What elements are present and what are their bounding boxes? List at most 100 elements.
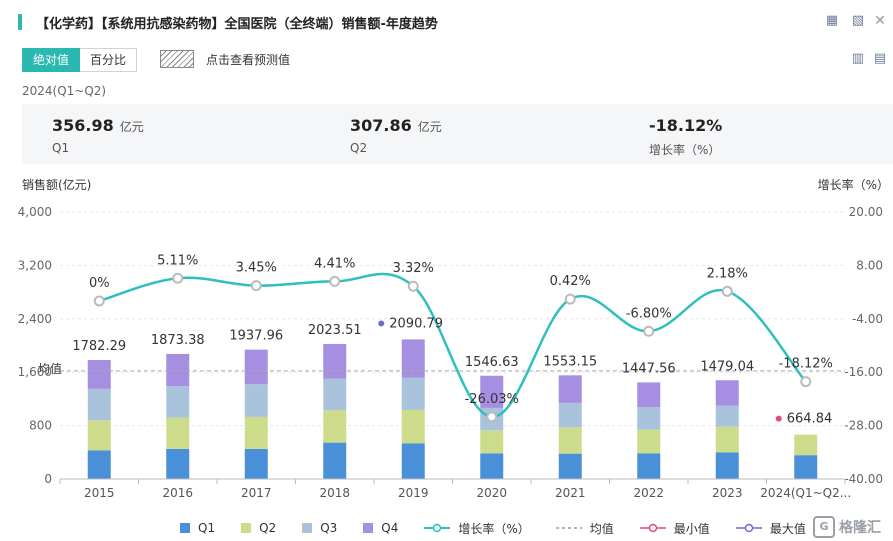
legend-label: 均值 <box>589 521 614 536</box>
min-point-label: 664.84 <box>787 412 833 427</box>
close-icon[interactable]: ✕ <box>874 13 886 29</box>
growth-label: 3.32% <box>393 261 434 276</box>
legend-item-average[interactable]: 均值 <box>555 520 614 537</box>
sales-chart: 均值 1782.29 1873.38 1937.96 2023.51 1546.63 15… <box>18 205 883 500</box>
legend-item-q1[interactable]: Q1 <box>180 521 215 535</box>
y-tick-label-left: 800 <box>29 419 52 433</box>
bar-segment-q4 <box>480 375 504 408</box>
chart-legend: Q1 Q2 Q3 Q4 增长率（%） 均值 最小值 最大值 <box>180 519 832 537</box>
legend-min-marker <box>639 523 666 533</box>
growth-point <box>486 411 498 423</box>
y-axis-left-title: 销售额(亿元) <box>22 178 92 192</box>
legend-swatch <box>302 523 313 533</box>
x-tick-label: 2021 <box>555 486 586 500</box>
stat-value: -18.12% <box>649 116 723 135</box>
legend-label: Q4 <box>381 521 399 535</box>
growth-label: 3.45% <box>236 261 277 276</box>
legend-item-min[interactable]: 最小值 <box>639 520 710 537</box>
bar-segment-q3 <box>166 386 190 418</box>
axes: 0 -40.00 800 -28.00 1,600 -16.00 2,400 -4.00 3,2… <box>18 205 883 500</box>
growth-label: -18.12% <box>779 357 833 372</box>
legend-item-q2[interactable]: Q2 <box>241 521 276 535</box>
bar-segment-q1 <box>87 450 111 479</box>
growth-point <box>329 275 341 287</box>
max-point-label: 2090.79 <box>389 316 443 331</box>
legend-line-marker <box>424 523 451 533</box>
legend-swatch <box>241 523 252 533</box>
y-tick-label-right: 20.00 <box>849 205 883 219</box>
x-tick-label: 2020 <box>476 486 507 500</box>
bar-segment-q4 <box>558 375 582 403</box>
bar-segment-q2 <box>323 410 347 443</box>
growth-label: -6.80% <box>626 306 672 321</box>
bar-segment-q2 <box>87 420 111 451</box>
growth-label: 0% <box>89 276 110 291</box>
bar-segment-q2 <box>166 417 190 449</box>
min-point-dot <box>775 415 782 422</box>
bar-segment-q1 <box>166 448 190 479</box>
x-tick-label: 2024(Q1~Q2... <box>760 486 851 500</box>
bar-segment-q4 <box>166 353 190 387</box>
forecast-label: 点击查看预测值 <box>206 52 291 67</box>
y-tick-label-right: -28.00 <box>844 419 883 433</box>
bar-chart-icon[interactable]: ▥ <box>851 51 865 66</box>
y-tick-label-left: 2,400 <box>18 312 52 326</box>
bar-segment-q3 <box>401 377 425 410</box>
growth-point <box>93 295 105 307</box>
legend-label: Q2 <box>259 521 277 535</box>
bar-total-label: 2023.51 <box>308 323 362 338</box>
bar-segment-q1 <box>637 453 661 479</box>
forecast-toggle[interactable]: 点击查看预测值 <box>160 48 290 70</box>
legend-label: 增长率（%） <box>458 521 530 536</box>
growth-point <box>250 280 262 292</box>
document-icon[interactable]: ▤ <box>873 51 887 66</box>
stat-label: Q1 <box>52 141 70 155</box>
bar-segment-q2 <box>480 430 504 454</box>
bar-segment-q2 <box>794 434 818 456</box>
bar-segment-q3 <box>323 378 347 411</box>
legend-item-max[interactable]: 最大值 <box>735 520 806 537</box>
growth-line <box>93 272 812 423</box>
stat-unit: 亿元 <box>417 120 442 134</box>
legend-swatch <box>363 523 374 533</box>
growth-label: -26.03% <box>465 392 519 407</box>
legend-item-q4[interactable]: Q4 <box>363 521 398 535</box>
x-tick-label: 2022 <box>633 486 664 500</box>
x-tick-label: 2017 <box>241 486 272 500</box>
watermark: G 格隆汇 <box>813 516 881 538</box>
max-point-dot <box>378 320 385 327</box>
bar-total-label: 1447.56 <box>622 361 676 376</box>
growth-label: 4.41% <box>314 256 355 271</box>
watermark-logo-icon: G <box>813 516 835 538</box>
bar-segment-q2 <box>637 429 661 454</box>
summary-stat-growth: -18.12% 增长率（%） <box>649 116 722 158</box>
average-label: 均值 <box>38 361 62 376</box>
legend-dash-marker <box>555 527 582 529</box>
y-tick-label-right: -4.00 <box>852 312 883 326</box>
x-tick-label: 2015 <box>84 486 115 500</box>
bar-segment-q3 <box>637 407 661 430</box>
bar-segment-q3 <box>558 402 582 428</box>
legend-label: Q3 <box>320 521 338 535</box>
summary-panel: 356.98 亿元 Q1 307.86 亿元 Q2 -18.12% 增长率（%） <box>22 104 893 164</box>
stacked-bars <box>87 339 818 479</box>
bar-segment-q4 <box>715 380 739 406</box>
tab-absolute[interactable]: 绝对值 <box>22 48 81 72</box>
bar-segment-q1 <box>715 452 739 479</box>
legend-item-growth[interactable]: 增长率（%） <box>424 520 530 537</box>
y-tick-label-right: -40.00 <box>844 472 883 486</box>
bar-segment-q1 <box>480 453 504 479</box>
excel-export-icon[interactable]: ▦ <box>825 13 839 28</box>
stat-label: 增长率（%） <box>649 143 721 157</box>
title-accent-bar <box>18 14 22 30</box>
value-mode-tabs: 绝对值 百分比 <box>22 48 138 72</box>
stat-unit: 亿元 <box>119 120 144 134</box>
bar-segment-q4 <box>244 349 268 385</box>
x-tick-label: 2023 <box>712 486 743 500</box>
tab-percentage[interactable]: 百分比 <box>80 48 138 72</box>
legend-max-marker <box>735 523 762 533</box>
period-label: 2024(Q1~Q2) <box>22 84 107 98</box>
legend-item-q3[interactable]: Q3 <box>302 521 337 535</box>
watermark-text: 格隆汇 <box>839 520 881 536</box>
image-export-icon[interactable]: ▧ <box>851 13 865 28</box>
